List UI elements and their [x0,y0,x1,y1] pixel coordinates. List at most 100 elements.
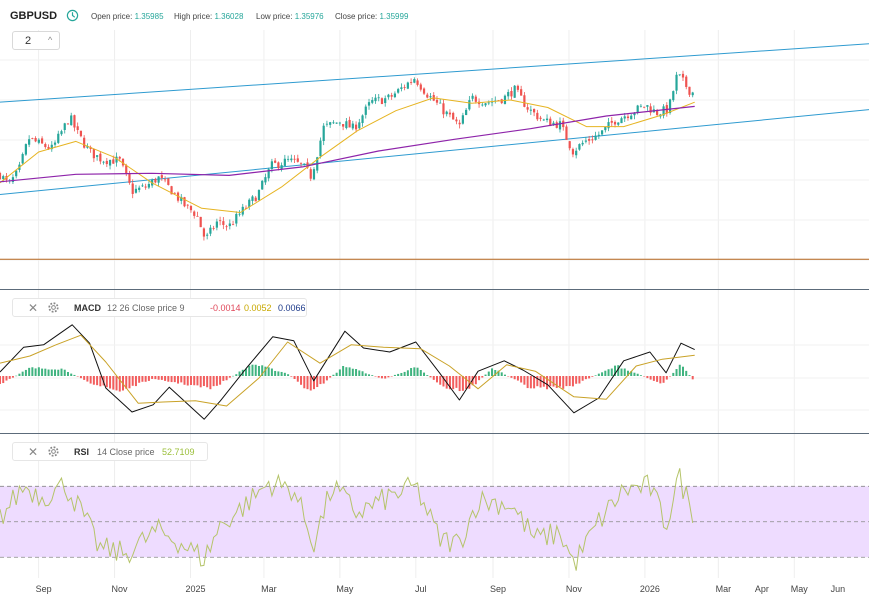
macd-histogram-bar [248,365,251,376]
macd-histogram-bar [390,376,393,377]
candle-down [442,103,445,115]
macd-histogram-bar [623,368,626,376]
candle-down [212,227,215,229]
candle-up [558,121,562,130]
macd-histogram-bar [37,367,40,376]
macd-histogram-bar [257,365,260,376]
candle-up [251,196,254,201]
candle-up [338,122,341,124]
candle-down [73,115,76,128]
macd-histogram-bar [552,376,555,387]
macd-histogram-bar [128,376,131,389]
gear-icon[interactable] [47,301,60,314]
moving-average-slow [0,105,695,183]
candle-down [44,144,47,148]
candle-down [105,160,108,165]
candle-up [584,140,587,142]
macd-histogram-bar [536,376,539,387]
macd-histogram-bar [322,376,325,384]
macd-histogram-bar [374,376,377,377]
high-price: High price: 1.36028 [174,12,244,21]
candle-up [180,196,183,201]
candle-up [141,185,144,187]
candle-up [115,156,118,163]
candle-down [274,160,277,163]
macd-histogram-bar [681,366,684,376]
macd-histogram-bar [24,369,27,376]
x-tick-label: Apr [755,584,769,594]
macd-histogram-bar [283,372,286,376]
macd-histogram-bar [290,376,293,377]
x-tick-label: Nov [112,584,129,594]
candle-up [445,111,448,115]
macd-histogram-bar [31,367,34,376]
candle-down [455,119,458,122]
macd-histogram-bar [510,376,513,378]
macd-histogram-bar [312,376,315,390]
macd-histogram-bar [442,376,445,387]
candle-up [329,122,332,125]
macd-histogram-bar [15,375,18,377]
candle-up [228,223,231,227]
candle-down [170,186,173,195]
macd-histogram-bar [60,368,63,376]
moving-average-fast [0,97,695,213]
candle-down [163,179,167,181]
macd-histogram-bar [380,376,383,379]
macd-line [0,324,695,420]
candle-down [380,98,384,105]
gear-icon[interactable] [47,445,60,458]
candle-up [639,105,643,107]
macd-histogram-bar [11,376,14,378]
macd-histogram-bar [384,376,387,379]
candle-up [86,146,89,148]
macd-histogram-bar [691,376,694,380]
candle-up [235,213,238,224]
macd-histogram-bar [309,376,312,391]
macd-histogram-bar [565,376,568,387]
macd-histogram-bar [44,368,47,376]
macd-histogram-bar [591,376,594,377]
macd-histogram-bar [672,372,675,376]
candle-down [610,120,613,123]
candle-up [351,123,354,129]
macd-histogram-bar [439,376,442,385]
macd-histogram-bar [659,376,662,384]
candle-down [296,158,299,162]
clock-icon[interactable] [66,9,79,22]
macd-histogram-bar [300,376,303,385]
candle-down [562,120,565,128]
interval-selector[interactable]: 2 ^ [12,31,60,50]
candle-down [656,110,659,115]
candle-up [257,190,261,201]
macd-signal-value: 0.0052 [244,303,272,313]
close-icon[interactable]: ✕ [28,445,39,459]
candle-down [458,122,461,125]
candle-up [332,122,335,124]
macd-histogram-bar [54,369,57,376]
channel-lower-line [0,109,869,195]
candle-up [471,95,474,99]
macd-histogram-bar [66,371,69,376]
macd-histogram-bar [361,371,364,376]
macd-histogram-bar [254,364,257,376]
close-icon[interactable]: ✕ [28,301,39,315]
macd-histogram-bar [296,376,299,382]
macd-histogram-bar [338,369,341,376]
symbol-label[interactable]: GBPUSD [10,10,58,22]
macd-histogram-bar [335,372,338,376]
macd-histogram-bar [397,373,400,376]
macd-histogram-bar [471,376,474,386]
open-price: Open price: 1.35985 [91,12,164,21]
candle-down [588,139,591,141]
macd-histogram-bar [584,376,587,380]
candle-up [552,122,555,126]
macd-histogram-bar [426,375,429,376]
candle-up [620,118,623,124]
candle-up [283,158,286,166]
macd-histogram-bar [610,368,613,376]
macd-histogram-bar [261,365,264,376]
macd-name: MACD [74,303,101,313]
candle-up [465,109,468,116]
